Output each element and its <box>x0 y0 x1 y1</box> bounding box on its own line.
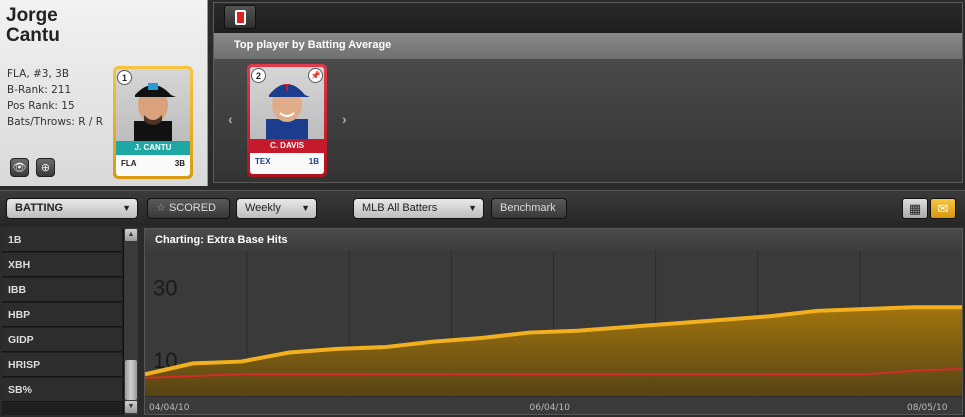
scroll-up-icon[interactable]: ▲ <box>125 229 137 241</box>
card-view-toggle[interactable] <box>224 5 256 29</box>
player-b-rank: B-Rank: 211 <box>7 84 72 96</box>
card-position: 3B <box>174 159 185 168</box>
category-select-value: BATTING <box>15 202 64 214</box>
featured-player-card[interactable]: 2 📌 T C. DAVIS TEX 1B <box>247 64 327 177</box>
scrollbar-thumb[interactable] <box>125 360 137 400</box>
stat-list-item[interactable]: GIDP <box>2 328 122 352</box>
chevron-down-icon: ▼ <box>122 203 131 213</box>
view-player-button[interactable]: 👁 <box>10 158 29 177</box>
gold-series-line <box>145 305 962 377</box>
pin-icon[interactable]: 📌 <box>308 68 323 83</box>
card-rank-badge: 2 <box>251 68 266 83</box>
stat-list-item[interactable]: SB% <box>2 378 122 402</box>
stat-list-item[interactable]: HBP <box>2 303 122 327</box>
group-select[interactable]: MLB All Batters ▼ <box>353 198 484 219</box>
table-icon: ▦ <box>908 200 922 216</box>
benchmark-button[interactable]: Benchmark <box>491 198 567 219</box>
carousel-prev-icon[interactable]: ‹ <box>228 111 233 127</box>
scored-button[interactable]: ☆ SCORED <box>147 198 230 219</box>
player-name: Jorge Cantu <box>6 6 60 46</box>
card-rank-badge: 1 <box>117 70 132 85</box>
card-player-name: J. CANTU <box>116 141 190 155</box>
carousel-next-icon[interactable]: › <box>342 111 347 127</box>
featured-player-panel: Top player by Batting Average ‹ › 2 📌 T … <box>213 2 963 183</box>
chevron-down-icon: ▼ <box>301 203 310 213</box>
chart-title: Charting: Extra Base Hits <box>155 234 288 246</box>
stat-list-item[interactable]: HRISP <box>2 353 122 377</box>
chevron-down-icon: ▼ <box>468 203 477 213</box>
card-icon <box>234 9 246 25</box>
player-photo <box>116 69 190 141</box>
stat-list-item[interactable]: 1B <box>2 228 122 252</box>
player-card[interactable]: 1 J. CANTU FLA 3B <box>113 66 193 179</box>
star-icon: ☆ <box>156 202 166 214</box>
chart-view-button[interactable]: ✉ <box>930 198 956 219</box>
player-pos-rank: Pos Rank: 15 <box>7 100 75 112</box>
chart-icon: ✉ <box>937 200 949 216</box>
stat-list: 1B XBH IBB HBP GIDP HRISP SB% ▲ ▼ <box>2 228 138 415</box>
category-select[interactable]: BATTING ▼ <box>6 198 138 219</box>
scored-button-label: SCORED <box>168 202 216 214</box>
table-view-button[interactable]: ▦ <box>902 198 928 219</box>
chart-title-bar: Charting: Extra Base Hits <box>145 229 962 251</box>
player-last-name: Cantu <box>6 25 60 46</box>
red-series-line <box>145 367 962 379</box>
x-tick-label: 04/04/10 <box>149 403 190 413</box>
featured-title-bar: Top player by Batting Average <box>214 33 962 59</box>
player-info-panel: Jorge Cantu FLA, #3, 3B B-Rank: 211 Pos … <box>0 0 208 186</box>
featured-toolbar <box>214 3 962 33</box>
player-team-number-position: FLA, #3, 3B <box>7 68 70 80</box>
stats-toolbar: BATTING ▼ ☆ SCORED Weekly ▼ MLB All Batt… <box>0 190 965 226</box>
card-player-name: C. DAVIS <box>250 139 324 153</box>
period-select-value: Weekly <box>245 202 281 214</box>
card-team: FLA <box>121 159 137 168</box>
y-tick-label: 30 <box>153 275 177 300</box>
benchmark-button-label: Benchmark <box>500 202 556 214</box>
x-tick-label: 08/05/10 <box>907 403 948 413</box>
group-select-value: MLB All Batters <box>362 202 438 214</box>
scroll-down-icon[interactable]: ▼ <box>125 401 137 413</box>
card-team: TEX <box>255 157 271 166</box>
player-bats-throws: Bats/Throws: R / R <box>7 116 104 128</box>
player-first-name: Jorge <box>6 5 58 26</box>
player-carousel: ‹ › 2 📌 T C. DAVIS TEX 1B <box>214 59 962 182</box>
chart-panel: Charting: Extra Base Hits 10 30 04/04/10 06… <box>144 228 963 415</box>
x-tick-label: 06/04/10 <box>530 403 571 413</box>
stat-list-item[interactable]: IBB <box>2 278 122 302</box>
featured-title: Top player by Batting Average <box>234 39 392 51</box>
period-select[interactable]: Weekly ▼ <box>236 198 317 219</box>
stat-list-item[interactable]: XBH <box>2 253 122 277</box>
svg-text:T: T <box>284 83 290 94</box>
stat-list-scrollbar[interactable]: ▲ ▼ <box>123 228 138 415</box>
add-player-button[interactable]: ⊕ <box>36 158 55 177</box>
plus-icon: ⊕ <box>40 162 51 174</box>
card-position: 1B <box>308 157 319 166</box>
eye-icon: 👁 <box>12 162 27 174</box>
